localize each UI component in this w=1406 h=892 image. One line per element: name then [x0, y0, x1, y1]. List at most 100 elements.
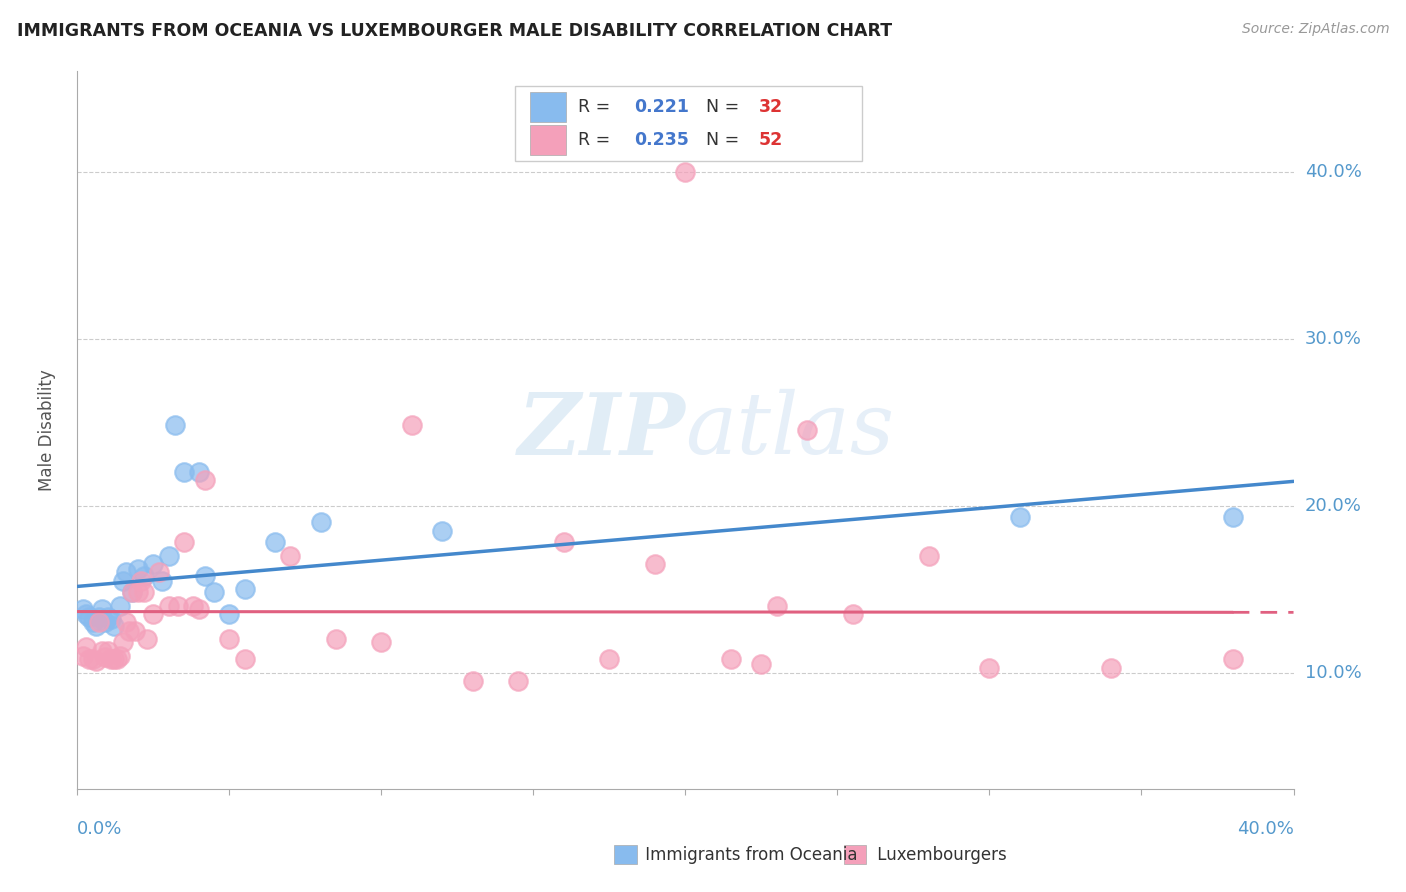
Point: [79, 652, 101, 666]
Point: [979, 660, 1001, 674]
Text: N =: N =: [706, 131, 745, 149]
Point: [134, 585, 156, 599]
Point: [194, 474, 217, 488]
Point: [309, 515, 332, 529]
Point: [124, 624, 146, 638]
Point: [103, 619, 125, 633]
Point: [1008, 510, 1031, 524]
Point: [87, 610, 110, 624]
Point: [157, 549, 180, 563]
Point: [1222, 652, 1244, 666]
Point: [129, 574, 152, 588]
Point: [218, 607, 240, 621]
Point: [1099, 660, 1122, 674]
Text: atlas: atlas: [686, 389, 894, 472]
Point: [75, 607, 97, 621]
Text: Source: ZipAtlas.com: Source: ZipAtlas.com: [1241, 22, 1389, 37]
Text: 10.0%: 10.0%: [1305, 664, 1361, 681]
Text: Immigrants from Oceania: Immigrants from Oceania: [619, 846, 858, 863]
Point: [115, 615, 138, 630]
Point: [72, 648, 94, 663]
Point: [93, 615, 115, 630]
Point: [553, 535, 575, 549]
Point: [108, 648, 131, 663]
Point: [163, 418, 186, 433]
Point: [370, 635, 392, 649]
Point: [97, 610, 120, 624]
Point: [181, 599, 204, 613]
Point: [325, 632, 347, 647]
Point: [118, 624, 141, 638]
Point: [82, 652, 104, 666]
Point: [233, 582, 256, 596]
Point: [751, 657, 773, 672]
Text: 0.0%: 0.0%: [77, 820, 122, 838]
Point: [142, 557, 165, 571]
FancyBboxPatch shape: [844, 845, 866, 864]
FancyBboxPatch shape: [614, 845, 637, 864]
FancyBboxPatch shape: [530, 92, 567, 122]
Point: [115, 566, 138, 580]
Text: R =: R =: [578, 131, 616, 149]
FancyBboxPatch shape: [515, 86, 862, 161]
Text: 0.221: 0.221: [634, 98, 689, 116]
Point: [90, 602, 112, 616]
Point: [508, 673, 530, 688]
Point: [233, 652, 256, 666]
Text: 52: 52: [758, 131, 783, 149]
Point: [103, 652, 125, 666]
Text: 30.0%: 30.0%: [1305, 329, 1361, 348]
Point: [97, 644, 120, 658]
Point: [72, 602, 94, 616]
Point: [121, 585, 143, 599]
Point: [173, 535, 195, 549]
Point: [142, 607, 165, 621]
Point: [202, 585, 225, 599]
FancyBboxPatch shape: [530, 125, 567, 155]
Point: [111, 574, 134, 588]
Point: [108, 599, 131, 613]
Point: [401, 418, 423, 433]
Point: [264, 535, 287, 549]
Text: 32: 32: [758, 98, 783, 116]
Point: [194, 568, 217, 582]
Point: [100, 652, 122, 666]
Point: [675, 164, 697, 178]
Point: [121, 585, 143, 599]
Point: [127, 585, 149, 599]
Point: [461, 673, 484, 688]
Text: N =: N =: [706, 98, 745, 116]
Point: [127, 562, 149, 576]
Point: [188, 465, 211, 479]
Y-axis label: Male Disability: Male Disability: [38, 369, 56, 491]
Text: 20.0%: 20.0%: [1305, 497, 1361, 515]
Point: [90, 644, 112, 658]
Point: [111, 635, 134, 649]
Point: [173, 465, 195, 479]
Point: [166, 599, 188, 613]
Text: 40.0%: 40.0%: [1237, 820, 1294, 838]
Point: [79, 610, 101, 624]
Point: [720, 652, 742, 666]
Point: [278, 549, 301, 563]
Text: Luxembourgers: Luxembourgers: [851, 846, 1007, 863]
Point: [598, 652, 620, 666]
Point: [84, 619, 107, 633]
Point: [87, 615, 110, 630]
Point: [218, 632, 240, 647]
Text: R =: R =: [578, 98, 616, 116]
Point: [430, 524, 453, 538]
Text: ZIP: ZIP: [517, 389, 686, 472]
Point: [152, 574, 174, 588]
Point: [93, 650, 115, 665]
Text: 0.235: 0.235: [634, 131, 689, 149]
Point: [765, 599, 787, 613]
Point: [100, 612, 122, 626]
Point: [136, 632, 159, 647]
Point: [82, 615, 104, 630]
Point: [644, 557, 666, 571]
Point: [796, 424, 818, 438]
Point: [1222, 510, 1244, 524]
Point: [148, 566, 170, 580]
Point: [75, 640, 97, 655]
